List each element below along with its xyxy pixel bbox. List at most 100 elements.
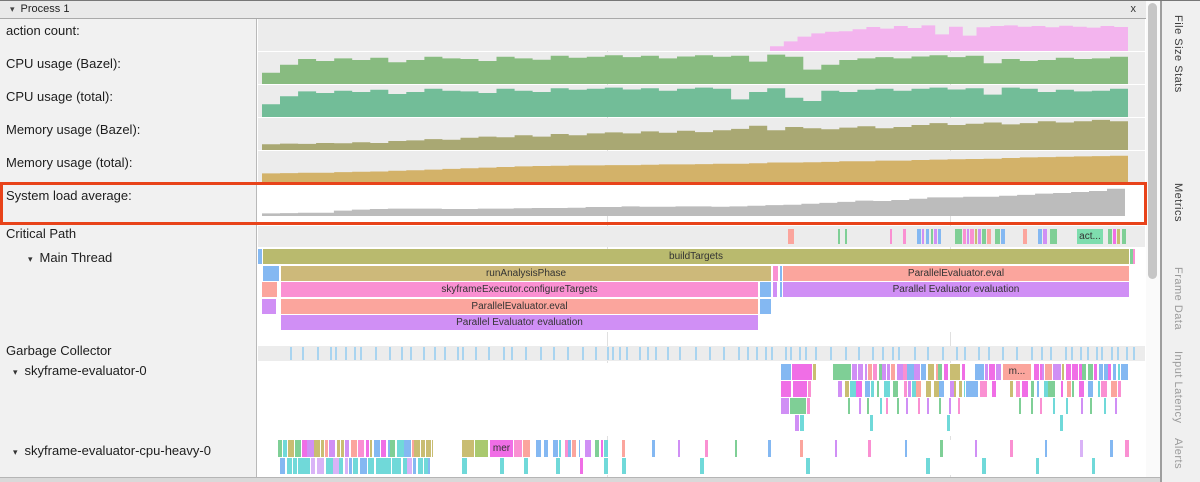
trace-slice[interactable] [995, 229, 1000, 244]
trace-slice[interactable] [927, 364, 934, 380]
trace-slice[interactable] [962, 364, 965, 380]
trace-slice[interactable] [338, 458, 343, 474]
trace-slice[interactable] [1061, 381, 1064, 397]
labeled-slice[interactable]: act... [1077, 229, 1103, 244]
trace-slice[interactable] [366, 440, 369, 457]
trace-slice[interactable] [340, 440, 345, 457]
trace-slice[interactable] [978, 229, 981, 244]
trace-slice[interactable] [404, 440, 411, 457]
trace-slice[interactable] [970, 229, 974, 244]
trace-slice[interactable] [1080, 440, 1083, 457]
trace-slice[interactable] [835, 440, 837, 457]
gc-tick[interactable] [1015, 347, 1018, 360]
trace-slice[interactable] [1053, 398, 1056, 414]
trace-slice[interactable] [567, 440, 572, 457]
trace-slice[interactable] [1125, 440, 1129, 457]
trace-slice[interactable] [949, 364, 955, 380]
trace-slice[interactable] [302, 458, 307, 474]
trace-slice[interactable] [1078, 364, 1083, 380]
trace-slice[interactable] [935, 364, 938, 380]
trace-slice[interactable] [933, 381, 939, 397]
trace-slice[interactable] [374, 440, 380, 457]
trace-slice[interactable] [423, 458, 428, 474]
trace-slice[interactable] [947, 415, 950, 431]
trace-slice[interactable] [344, 458, 348, 474]
gc-tick[interactable] [755, 347, 758, 360]
trace-slice[interactable] [523, 440, 530, 457]
trace-slice[interactable] [413, 440, 420, 457]
trace-slice[interactable] [407, 458, 413, 474]
trace-slice[interactable] [301, 440, 307, 457]
counter-track-cpu-total[interactable] [258, 85, 1145, 117]
trace-slice[interactable] [263, 265, 279, 281]
trace-slice[interactable] [1034, 364, 1039, 380]
gc-tick[interactable] [1079, 347, 1082, 360]
trace-slice[interactable] [1071, 381, 1075, 397]
trace-slice[interactable] [462, 440, 474, 457]
trace-slice[interactable] [1038, 229, 1042, 244]
trace-slice[interactable] [1114, 398, 1117, 414]
gc-tick[interactable] [913, 347, 916, 360]
trace-slice[interactable] [678, 440, 680, 457]
trace-slice[interactable] [1065, 364, 1072, 380]
main-thread-collapse-arrow-icon[interactable]: ▾ [28, 254, 33, 264]
trace-slice[interactable] [1010, 440, 1013, 457]
trace-slice[interactable] [283, 440, 287, 457]
trace-slice[interactable] [1030, 381, 1035, 397]
trace-slice[interactable] [462, 458, 467, 474]
trace-slice[interactable] [780, 282, 782, 297]
gc-tick[interactable] [770, 347, 773, 360]
trace-slice[interactable] [360, 458, 367, 474]
trace-slice[interactable] [800, 415, 804, 431]
labeled-slice[interactable]: ParallelEvaluator.eval [281, 298, 758, 314]
trace-slice[interactable] [544, 440, 548, 457]
trace-slice[interactable] [553, 440, 559, 457]
gc-tick[interactable] [898, 347, 901, 360]
trace-slice[interactable] [595, 440, 599, 457]
trace-slice[interactable] [1041, 364, 1045, 380]
trace-slice[interactable] [807, 398, 810, 414]
trace-slice[interactable] [432, 440, 433, 457]
gc-tick[interactable] [1101, 347, 1104, 360]
gc-tick[interactable] [814, 347, 817, 360]
trace-slice[interactable] [873, 364, 878, 380]
trace-slice[interactable] [390, 440, 396, 457]
trace-slice[interactable] [940, 440, 943, 457]
trace-slice[interactable] [792, 364, 812, 380]
trace-slice[interactable] [500, 458, 504, 474]
gc-tick[interactable] [857, 347, 860, 360]
trace-slice[interactable] [317, 458, 324, 474]
trace-slice[interactable] [1010, 381, 1014, 397]
tab-metrics[interactable]: Metrics [1172, 183, 1184, 222]
gc-tick[interactable] [409, 347, 412, 360]
trace-slice[interactable] [982, 458, 986, 474]
trace-slice[interactable] [1108, 229, 1112, 244]
trace-slice[interactable] [1045, 440, 1047, 457]
trace-slice[interactable] [967, 229, 969, 244]
gc-tick[interactable] [374, 347, 377, 360]
trace-slice[interactable] [1016, 381, 1021, 397]
trace-slice[interactable] [1036, 458, 1039, 474]
gc-tick[interactable] [510, 347, 513, 360]
labeled-slice[interactable]: mer [490, 440, 513, 457]
trace-slice[interactable] [920, 364, 926, 380]
trace-slice[interactable] [1122, 229, 1126, 244]
trace-slice[interactable] [808, 381, 811, 397]
trace-slice[interactable] [850, 381, 856, 397]
trace-slice[interactable] [558, 440, 561, 457]
trace-slice[interactable] [1081, 398, 1083, 414]
trace-slice[interactable] [845, 229, 847, 244]
trace-slice[interactable] [427, 458, 430, 474]
trace-slice[interactable] [320, 440, 324, 457]
trace-slice[interactable] [788, 229, 794, 244]
trace-slice[interactable] [412, 458, 417, 474]
trace-slice[interactable] [954, 381, 957, 397]
trace-slice[interactable] [903, 364, 907, 380]
trace-slice[interactable] [982, 229, 986, 244]
trace-slice[interactable] [1097, 381, 1101, 397]
trace-slice[interactable] [1101, 381, 1107, 397]
trace-slice[interactable] [1104, 398, 1107, 414]
trace-slice[interactable] [992, 381, 996, 397]
trace-slice[interactable] [760, 298, 771, 314]
gc-tick[interactable] [443, 347, 446, 360]
